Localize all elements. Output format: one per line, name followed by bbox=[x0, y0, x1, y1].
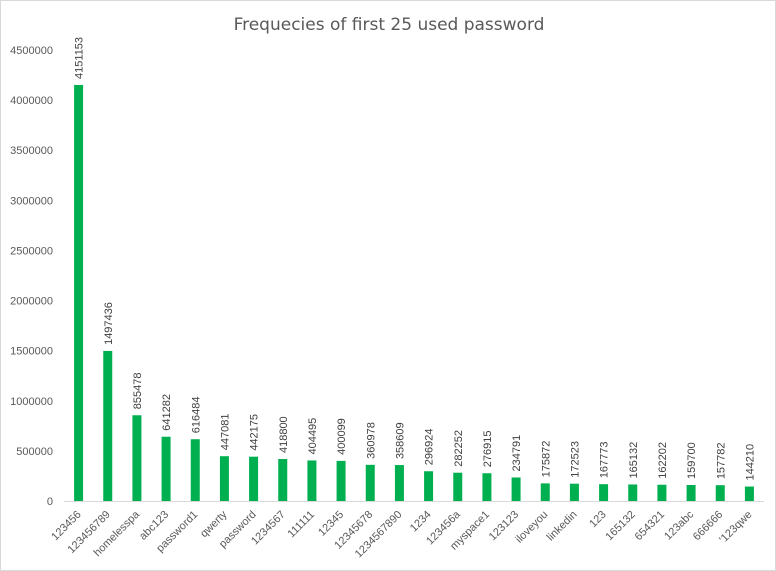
bar bbox=[540, 483, 550, 501]
y-tick-label: 2500000 bbox=[10, 245, 53, 257]
chart-title: Frequecies of first 25 used password bbox=[234, 15, 545, 35]
y-tick-label: 4500000 bbox=[10, 45, 53, 57]
bar bbox=[307, 460, 317, 501]
bar bbox=[103, 350, 113, 501]
bars bbox=[74, 84, 754, 501]
data-label: 447081 bbox=[219, 413, 231, 450]
x-tick-label: 123 bbox=[587, 509, 608, 530]
y-tick-label: 3500000 bbox=[10, 145, 53, 157]
data-label: 855478 bbox=[132, 373, 144, 410]
data-label: 641282 bbox=[161, 394, 173, 431]
data-label: 144210 bbox=[744, 444, 756, 481]
x-tick-label: 165132 bbox=[603, 509, 637, 543]
y-axis: 0 500000 1000000 1500000 2000000 2500000 30000… bbox=[10, 45, 53, 508]
data-label: 165132 bbox=[628, 442, 640, 479]
y-tick-label: 1500000 bbox=[10, 346, 53, 358]
bar bbox=[365, 464, 375, 501]
data-labels: 4151153 1497436 855478 641282 616484 447081 44… bbox=[74, 37, 757, 481]
bar bbox=[74, 84, 84, 501]
bar bbox=[424, 471, 434, 501]
data-label: 358609 bbox=[394, 422, 406, 459]
data-label: 167773 bbox=[599, 441, 611, 478]
data-label: 162202 bbox=[657, 442, 669, 479]
data-label: 159700 bbox=[686, 442, 698, 479]
bar bbox=[278, 459, 288, 501]
bar bbox=[569, 483, 579, 501]
data-label: 4151153 bbox=[74, 37, 86, 79]
bar bbox=[744, 486, 754, 501]
bar bbox=[628, 484, 638, 501]
data-label: 157782 bbox=[715, 442, 727, 479]
data-label: 400099 bbox=[336, 418, 348, 455]
bar bbox=[453, 472, 463, 501]
data-label: 172523 bbox=[569, 441, 581, 478]
bar bbox=[161, 436, 171, 501]
y-tick-label: 500000 bbox=[16, 446, 53, 458]
y-tick-label: 0 bbox=[47, 496, 53, 508]
y-tick-label: 3000000 bbox=[10, 195, 53, 207]
bar bbox=[219, 456, 229, 501]
data-label: 404495 bbox=[307, 418, 319, 455]
x-axis: 123456123456789homelesspaabc123password1… bbox=[49, 508, 754, 560]
bar bbox=[249, 456, 259, 501]
data-label: 360978 bbox=[365, 422, 377, 459]
data-label: 442175 bbox=[249, 414, 261, 451]
x-tick-label: linkedin bbox=[545, 509, 580, 544]
data-label: 282252 bbox=[453, 430, 465, 467]
bar bbox=[190, 439, 200, 501]
data-label: 296924 bbox=[424, 429, 436, 466]
y-tick-label: 2000000 bbox=[10, 296, 53, 308]
x-tick-label: iloveyou bbox=[513, 509, 550, 546]
bar bbox=[132, 415, 142, 501]
x-tick-label: 123abc bbox=[662, 508, 696, 542]
x-tick-label: 654321 bbox=[633, 509, 667, 543]
bar bbox=[715, 485, 725, 501]
bar bbox=[394, 465, 404, 501]
data-label: 234791 bbox=[511, 435, 523, 472]
bar bbox=[599, 484, 609, 501]
data-label: 276915 bbox=[482, 431, 494, 468]
bar bbox=[336, 460, 346, 501]
data-label: 175872 bbox=[540, 441, 552, 478]
bar bbox=[657, 484, 667, 501]
bar bbox=[482, 473, 492, 501]
x-tick-label: 111111 bbox=[285, 509, 317, 541]
bar bbox=[686, 484, 696, 501]
y-tick-label: 4000000 bbox=[10, 95, 53, 107]
data-label: 418800 bbox=[278, 416, 290, 453]
x-tick-label: '123qwe bbox=[717, 509, 754, 546]
x-tick-label: 1234 bbox=[408, 509, 434, 535]
data-label: 616484 bbox=[190, 396, 202, 433]
bar bbox=[511, 477, 521, 501]
y-tick-label: 1000000 bbox=[10, 396, 53, 408]
data-label: 1497436 bbox=[103, 302, 115, 345]
